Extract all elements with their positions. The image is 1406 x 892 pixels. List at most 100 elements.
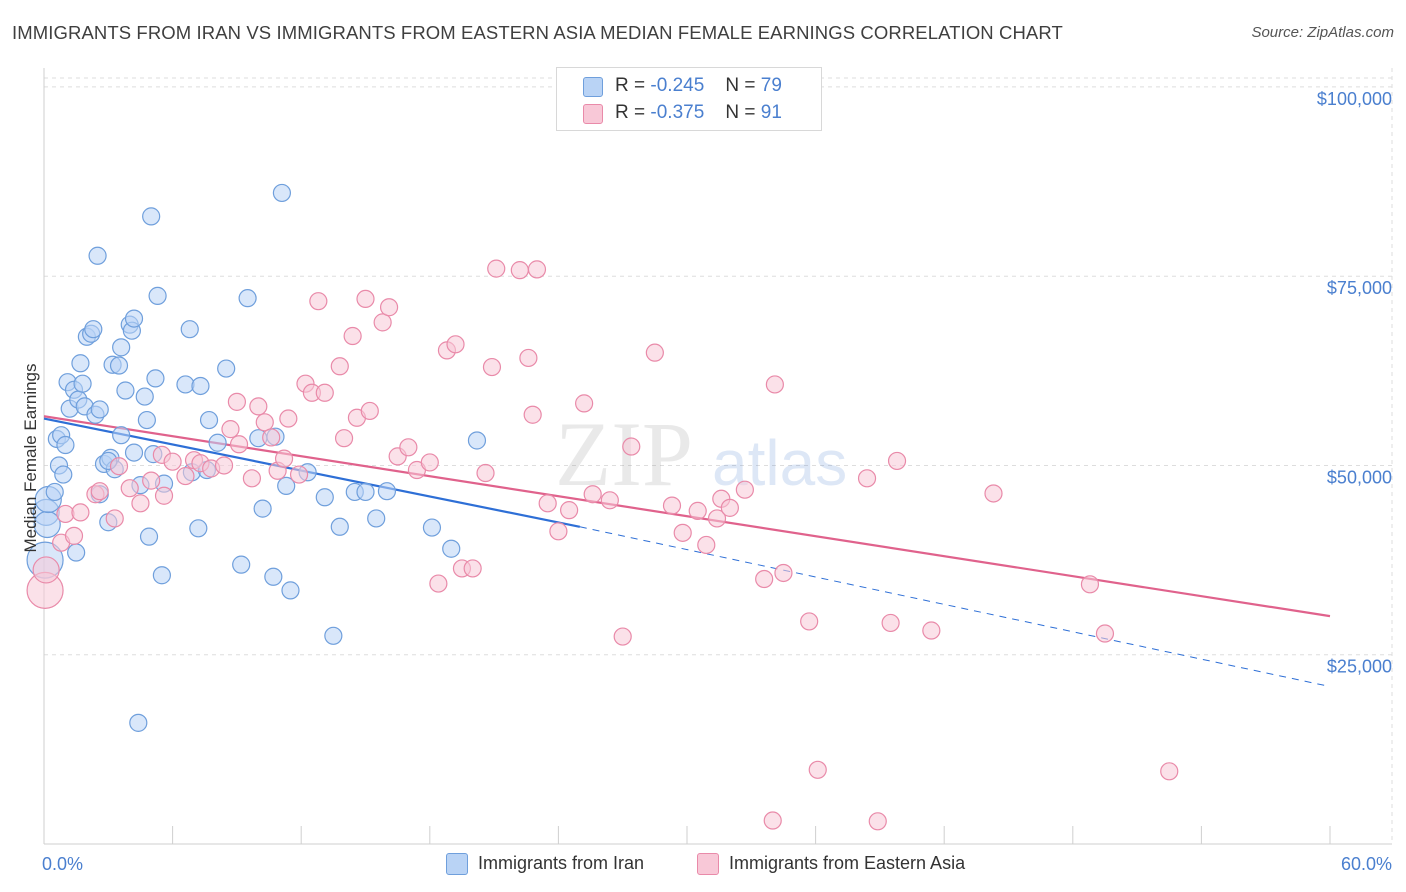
iran-point xyxy=(442,539,461,558)
legend-swatch-eastern-asia xyxy=(583,104,603,124)
iran-point xyxy=(139,527,159,546)
eastern-asia-point xyxy=(90,482,109,501)
eastern-asia-point xyxy=(334,429,354,448)
eastern-asia-trend-line xyxy=(43,415,1331,618)
iran-point xyxy=(191,376,210,396)
eastern-asia-point xyxy=(229,435,249,454)
legend-r-value: -0.375 xyxy=(650,102,705,123)
iran-point xyxy=(277,476,296,496)
iran-point xyxy=(315,488,334,507)
iran-point xyxy=(367,509,386,528)
eastern-asia-point xyxy=(765,375,784,394)
iran-point xyxy=(217,359,236,378)
legend-n-value: 91 xyxy=(760,102,782,123)
eastern-asia-point xyxy=(1095,624,1115,643)
iran-point xyxy=(54,465,73,484)
eastern-asia-point xyxy=(163,452,182,471)
bottom-legend-label-eastern-asia: Immigrants from Eastern Asia xyxy=(729,853,966,873)
iran-point xyxy=(112,338,131,357)
legend-r-value: -0.245 xyxy=(650,75,705,96)
eastern-asia-point xyxy=(487,259,506,278)
eastern-asia-point xyxy=(613,627,632,646)
y-tick-label: $25,000 xyxy=(1327,657,1392,677)
eastern-asia-point xyxy=(857,469,877,488)
iran-point xyxy=(88,246,107,265)
iran-point xyxy=(90,400,109,419)
eastern-asia-point xyxy=(446,335,465,354)
bottom-legend-swatch-iran xyxy=(446,853,468,875)
iran-point xyxy=(142,207,161,226)
iran-point xyxy=(152,566,171,585)
eastern-asia-point xyxy=(379,298,399,317)
iran-point xyxy=(356,482,375,502)
eastern-asia-point xyxy=(763,811,782,830)
eastern-asia-point xyxy=(984,484,1003,503)
axes-layer xyxy=(43,68,1392,845)
eastern-asia-point xyxy=(720,498,739,517)
eastern-asia-point xyxy=(221,420,240,439)
eastern-asia-point xyxy=(755,569,774,589)
iran-point xyxy=(71,354,90,373)
iran-point xyxy=(467,431,487,450)
eastern-asia-point xyxy=(356,289,375,309)
iran-point xyxy=(45,482,64,502)
legend-n-label: N = xyxy=(725,102,756,123)
iran-point xyxy=(135,387,154,406)
eastern-asia-point xyxy=(560,501,579,520)
eastern-asia-point xyxy=(360,401,379,421)
x-tick-label: 0.0% xyxy=(42,854,83,874)
eastern-asia-point xyxy=(343,326,362,346)
bottom-legend-label-iran: Immigrants from Iran xyxy=(478,853,645,873)
eastern-asia-point xyxy=(399,438,418,457)
eastern-asia-point xyxy=(176,466,195,486)
eastern-asia-point xyxy=(735,480,754,499)
eastern-asia-point xyxy=(1080,575,1100,594)
eastern-asia-point xyxy=(64,526,84,545)
iran-point xyxy=(377,482,397,501)
data-points xyxy=(26,183,1179,831)
iran-point xyxy=(208,433,227,452)
eastern-asia-point xyxy=(105,509,124,528)
watermark-atlas: atlas xyxy=(712,427,847,499)
y-tick-label: $100,000 xyxy=(1317,89,1392,109)
eastern-asia-point xyxy=(142,471,161,490)
iran-point xyxy=(180,320,199,339)
iran-point xyxy=(124,443,144,462)
legend: R = -0.245 N = 79 R = -0.375 N = 91 xyxy=(556,67,822,131)
eastern-asia-point xyxy=(214,456,234,475)
eastern-asia-point xyxy=(249,397,268,416)
eastern-asia-point xyxy=(868,812,887,831)
iran-point xyxy=(253,499,272,518)
tick-labels: $25,000 $50,000 $75,000 $100,000 0.0% 60.0% xyxy=(42,89,1392,874)
eastern-asia-point xyxy=(510,261,529,280)
eastern-asia-point xyxy=(922,621,941,640)
eastern-asia-point xyxy=(262,428,281,447)
iran-point xyxy=(330,517,349,536)
legend-swatch-iran xyxy=(583,77,603,97)
eastern-asia-point xyxy=(800,612,819,631)
y-tick-label: $75,000 xyxy=(1327,278,1392,298)
eastern-asia-point xyxy=(575,394,594,413)
eastern-asia-point xyxy=(373,313,392,332)
eastern-asia-point xyxy=(154,486,174,505)
eastern-asia-point xyxy=(242,469,262,488)
iran-point xyxy=(189,519,208,538)
eastern-asia-point xyxy=(688,501,707,520)
eastern-asia-point xyxy=(881,613,900,633)
eastern-asia-point xyxy=(808,760,827,779)
eastern-asia-point xyxy=(71,503,90,522)
eastern-asia-point xyxy=(1160,762,1179,781)
iran-point xyxy=(148,286,167,305)
iran-point xyxy=(129,713,148,732)
eastern-asia-point xyxy=(289,465,309,484)
y-axis-label: Median Female Earnings xyxy=(21,364,40,553)
iran-point xyxy=(238,289,257,308)
eastern-asia-point xyxy=(697,535,716,555)
eastern-asia-point xyxy=(279,409,298,428)
iran-point xyxy=(281,581,300,600)
eastern-asia-point xyxy=(56,504,75,524)
iran-point xyxy=(264,567,283,586)
iran-point xyxy=(272,183,292,203)
watermark-zip: ZIP xyxy=(555,403,693,505)
